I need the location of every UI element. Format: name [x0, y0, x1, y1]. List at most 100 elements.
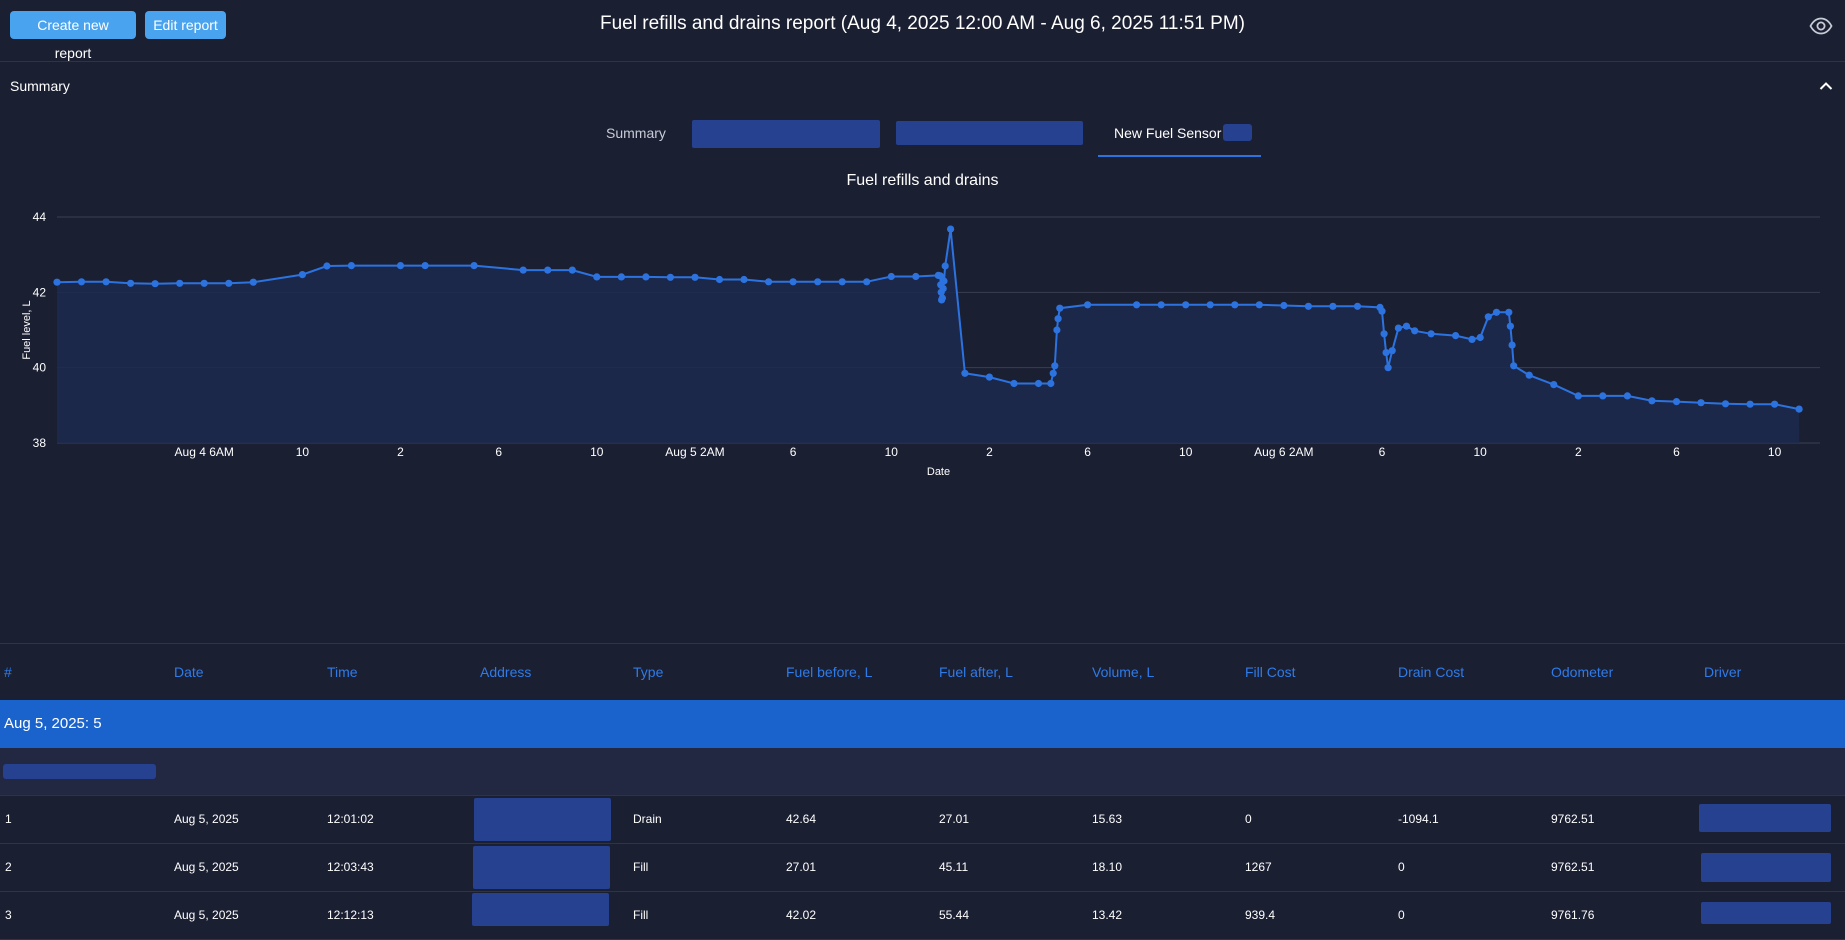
data-point [1382, 349, 1390, 357]
table-row[interactable]: 3 Aug 5, 2025 12:12:13 Fill 42.02 55.44 … [0, 892, 1845, 940]
tab-sensor-2[interactable] [896, 121, 1083, 145]
data-point [1053, 326, 1061, 334]
data-point [789, 278, 797, 286]
cell-time: 12:01:02 [327, 812, 374, 826]
col-address[interactable]: Address [480, 664, 532, 680]
x-tick-label: 6 [790, 445, 797, 459]
table-row[interactable]: 2 Aug 5, 2025 12:03:43 Fill 27.01 45.11 … [0, 844, 1845, 892]
cell-address [473, 846, 610, 889]
y-tick-label: 38 [33, 436, 47, 450]
area-fill [57, 229, 1800, 443]
x-tick-label: 2 [1575, 445, 1582, 459]
col-volume[interactable]: Volume, L [1092, 664, 1155, 680]
data-point [1084, 301, 1092, 309]
data-point [863, 278, 871, 286]
tab-sensor-1[interactable] [692, 120, 880, 148]
data-point [1550, 381, 1558, 389]
tab-new-fuel-sensor[interactable]: New Fuel Sensor [1098, 113, 1261, 157]
x-tick-label: 2 [397, 445, 404, 459]
data-point [1508, 341, 1516, 349]
cell-fill-cost: 939.4 [1245, 908, 1276, 922]
group-label: Aug 5, 2025: 5 [4, 715, 102, 732]
tab-summary[interactable]: Summary [606, 125, 666, 141]
x-tick-label: Aug 4 6AM [175, 445, 234, 459]
data-point [225, 279, 233, 287]
data-point [1255, 301, 1263, 309]
report-title: Fuel refills and drains report (Aug 4, 2… [600, 13, 1245, 34]
data-point [938, 294, 947, 302]
data-point [1505, 308, 1513, 316]
col-fuel-after[interactable]: Fuel after, L [939, 664, 1013, 680]
data-point [1378, 307, 1386, 315]
eye-icon[interactable] [1809, 14, 1833, 38]
x-tick-label: Aug 5 2AM [665, 445, 724, 459]
data-point [568, 266, 576, 274]
col-type[interactable]: Type [633, 664, 664, 680]
y-tick-label: 44 [33, 210, 47, 224]
data-point [765, 278, 773, 286]
cell-fill-cost: 1267 [1245, 860, 1272, 874]
data-point [1394, 324, 1402, 332]
group-row[interactable]: Aug 5, 2025: 5 [0, 700, 1845, 748]
x-tick-label: 6 [1084, 445, 1091, 459]
cell-number: 1 [5, 812, 12, 826]
data-point [151, 280, 159, 288]
data-point [941, 262, 949, 270]
x-tick-label: 2 [986, 445, 993, 459]
data-point [298, 271, 306, 279]
sub-group-row[interactable] [0, 748, 1845, 796]
y-tick-label: 42 [33, 285, 47, 299]
data-point [1051, 362, 1059, 370]
data-point [617, 273, 626, 281]
data-point [53, 278, 61, 286]
table-row[interactable]: 1 Aug 5, 2025 12:01:02 Drain 42.64 27.01… [0, 796, 1845, 844]
col-drain-cost[interactable]: Drain Cost [1398, 664, 1465, 680]
data-point [715, 275, 724, 284]
cell-fuel-before: 42.64 [786, 812, 817, 826]
col-number[interactable]: # [4, 664, 12, 680]
col-fill-cost[interactable]: Fill Cost [1245, 664, 1296, 680]
data-point [1049, 369, 1057, 377]
col-time[interactable]: Time [327, 664, 358, 680]
x-tick-label: 10 [590, 445, 604, 459]
data-point [936, 272, 944, 280]
data-point [421, 262, 429, 270]
data-point [940, 277, 948, 285]
cell-type: Drain [633, 812, 662, 826]
data-point [1353, 302, 1362, 310]
data-point [1380, 330, 1388, 338]
col-driver[interactable]: Driver [1704, 664, 1742, 680]
data-point [1231, 301, 1239, 309]
data-point [1034, 379, 1043, 388]
data-point [77, 278, 86, 286]
cell-date: Aug 5, 2025 [174, 860, 239, 874]
data-point [1056, 304, 1064, 312]
data-point [1746, 400, 1754, 408]
cell-volume: 15.63 [1092, 812, 1123, 826]
data-point [1697, 399, 1705, 407]
cell-date: Aug 5, 2025 [174, 908, 239, 922]
x-tick-label: Aug 6 2AM [1254, 445, 1313, 459]
col-date[interactable]: Date [174, 664, 204, 680]
data-point [1280, 301, 1288, 310]
create-report-button[interactable]: Create new report [10, 11, 136, 61]
data-point [1010, 379, 1018, 388]
data-point [947, 225, 955, 233]
edit-report-button[interactable]: Edit report [145, 11, 226, 39]
data-point [102, 278, 110, 286]
cell-fuel-before: 27.01 [786, 860, 817, 874]
col-fuel-before[interactable]: Fuel before, L [786, 664, 873, 680]
data-point [347, 262, 355, 270]
data-point [887, 272, 895, 281]
chevron-up-icon[interactable] [1817, 77, 1835, 95]
summary-section-header[interactable]: Summary [0, 63, 1845, 109]
sub-group-placeholder [3, 764, 156, 779]
x-axis-label: Date [927, 466, 950, 478]
data-point [1623, 392, 1631, 400]
data-point [127, 279, 135, 287]
data-point [396, 262, 405, 270]
data-point [1476, 333, 1484, 342]
data-point [1672, 398, 1681, 406]
col-odometer[interactable]: Odometer [1551, 664, 1614, 680]
cell-address [474, 798, 611, 841]
